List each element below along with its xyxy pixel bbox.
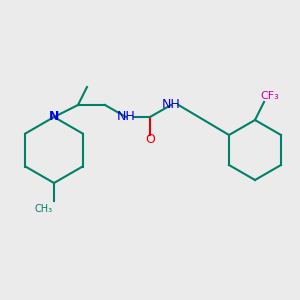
Text: O: O: [145, 133, 155, 146]
Text: NH: NH: [162, 98, 180, 112]
Text: CH₃: CH₃: [34, 203, 52, 214]
Text: NH: NH: [117, 110, 135, 124]
Text: CF₃: CF₃: [261, 91, 279, 101]
Text: N: N: [49, 110, 59, 124]
